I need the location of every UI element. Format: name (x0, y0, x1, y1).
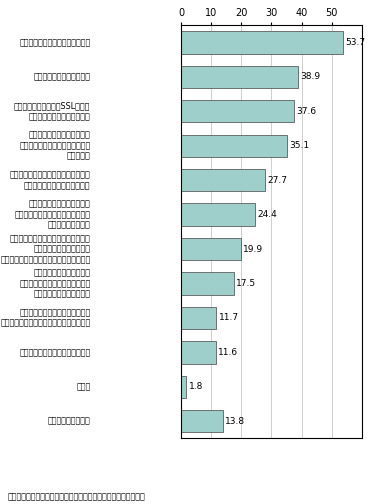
Bar (181, 272, 234, 295)
Bar (181, 169, 265, 192)
Text: 27.7: 27.7 (267, 176, 287, 184)
Text: 11.6: 11.6 (218, 348, 239, 357)
Text: 35.1: 35.1 (289, 141, 310, 150)
Bar (181, 204, 254, 226)
Text: 24.4: 24.4 (257, 210, 277, 219)
Text: 37.6: 37.6 (297, 107, 317, 116)
Text: 53.7: 53.7 (345, 38, 365, 47)
Text: 特に何もしていない: 特に何もしていない (48, 417, 90, 426)
Text: 13.8: 13.8 (225, 417, 245, 426)
Bar (181, 410, 222, 432)
Bar (181, 307, 216, 329)
Bar (181, 100, 294, 122)
Text: パスワード等を定期的に変更する: パスワード等を定期的に変更する (19, 348, 90, 357)
Text: 19.9: 19.9 (244, 244, 264, 254)
Text: 過去の販売実績を確認する: 過去の販売実績を確認する (34, 73, 90, 81)
Text: オンラインマークの表示や
特定商取引に関する法律に基づく
表示があることを確認する: オンラインマークの表示や 特定商取引に関する法律に基づく 表示があることを確認す… (19, 269, 90, 298)
Text: 取引を行うパソコンや携帯電話に
個人情報漏えい対策ソフトを導入している: 取引を行うパソコンや携帯電話に 個人情報漏えい対策ソフトを導入している (0, 308, 90, 328)
Text: 自分が知っている販売事業者だけから
商品を購入するようにしている: 自分が知っている販売事業者だけから 商品を購入するようにしている (10, 170, 90, 190)
Text: 個人情報保護に関するマーク
（プライバシーマーク等）の表示が
あることを確認する: 個人情報保護に関するマーク （プライバシーマーク等）の表示が あることを確認する (14, 200, 90, 229)
Bar (181, 135, 287, 157)
Text: 17.5: 17.5 (236, 279, 256, 288)
Text: 11.7: 11.7 (219, 313, 239, 323)
Text: サイトが暗号化技術（SSL等）を
採用していることを確認する: サイトが暗号化技術（SSL等）を 採用していることを確認する (14, 102, 90, 121)
Bar (181, 375, 186, 398)
Text: その他: その他 (76, 383, 90, 391)
Bar (181, 66, 298, 88)
Text: （出典）「ユビキタスネット社会における情報接触及び消費行動: （出典）「ユビキタスネット社会における情報接触及び消費行動 (8, 492, 145, 501)
Text: 商品到着後に支払う決済方法
（コンビニでの決済、代引き等）
を選択する: 商品到着後に支払う決済方法 （コンビニでの決済、代引き等） を選択する (19, 131, 90, 161)
Text: 38.9: 38.9 (301, 73, 321, 81)
Bar (181, 238, 241, 260)
Bar (181, 31, 343, 53)
Text: 1.8: 1.8 (189, 383, 203, 391)
Text: 購入者の口コミや評価を確認する: 購入者の口コミや評価を確認する (19, 38, 90, 47)
Text: 販売事業者へのメール・電話等により
住所、販売責任者等を調べ
販売事業者が実在していることを確認する: 販売事業者へのメール・電話等により 住所、販売責任者等を調べ 販売事業者が実在し… (0, 234, 90, 264)
Bar (181, 341, 216, 363)
